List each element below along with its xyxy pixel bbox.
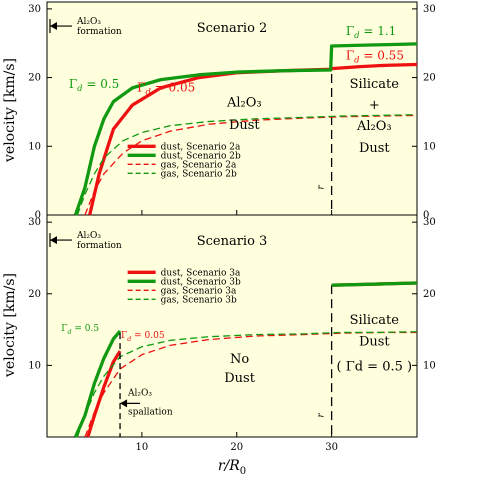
xtick-label-30: 30 [325,442,338,453]
series-top-1 [73,42,418,216]
ytick-label-right-bottom-30: 30 [423,217,436,228]
region-right-4-top: Dust [359,141,390,156]
gamma-a-label-bottom: Γd = 0.05 [121,331,165,343]
spallation-label-2: spallation [128,407,173,417]
ytick-label-right-top-30: 30 [423,4,436,15]
legend-label-top-2: gas, Scenario 2a [161,160,237,170]
region-right-3-top: Al₂O₃ [356,119,392,134]
series-bottom-3 [76,331,418,438]
series-bottom-1-outer [331,281,418,287]
ytick-label-left-top-30: 30 [28,4,41,15]
spallation-label-1: Al₂O₃ [127,388,152,398]
ytick-label-right-bottom-10: 10 [423,360,436,371]
rd-label-top: r [317,185,327,190]
region-left-2-bottom: Dust [224,371,255,386]
gamma-b-label-bottom: Γd = 0.5 [61,324,99,336]
ytick-label-left-bottom-10: 10 [28,360,41,371]
title-scenario-3: Scenario 3 [197,234,268,249]
plot-area-bottom [46,214,418,438]
series-top-3 [76,114,418,216]
legend-label-bottom-1: dust, Scenario 3b [161,277,241,287]
region-left-1-top: Al₂O₃ [226,95,262,110]
region-right-2-bottom: Dust [359,334,390,349]
legend-label-bottom-2: gas, Scenario 3a [161,286,237,296]
ytick-label-left-bottom-20: 20 [28,289,41,300]
region-left-2-top: Dust [229,118,260,133]
legend-label-top-0: dust, Scenario 2a [161,142,241,152]
ytick-label-right-top-20: 20 [423,73,436,84]
ytick-label-left-top-10: 10 [28,141,41,152]
y-axis-label-bottom: velocity [km/s] [2,273,18,378]
rd-label-bottom: r [317,413,327,418]
formation-label-2-top: formation [77,27,122,37]
legend-label-bottom-3: gas, Scenario 3b [161,295,237,305]
spallation-arrowhead [120,399,128,408]
panel-scenario-3: Scenario 3 [46,214,418,438]
ytick-label-left-top-20: 20 [28,73,41,84]
title-scenario-2: Scenario 2 [197,21,268,36]
legend-label-bottom-0: dust, Scenario 3a [161,268,241,278]
x-axis-label: r/R0 [218,458,246,477]
legend-label-top-3: gas, Scenario 2b [161,169,237,179]
formation-arrowhead-top [50,22,57,31]
gamma-a-right-label: Γd = 0.55 [346,49,404,65]
xtick-label-20: 20 [230,442,243,453]
y-axis-label-top: velocity [km/s] [2,58,18,163]
gamma-b-label-top: Γd = 0.5 [69,77,119,93]
gamma-b-right-label: Γd = 1.1 [346,24,396,40]
xtick-label-10: 10 [136,442,149,453]
ytick-label-left-top-0: 0 [35,210,41,221]
region-right-3-bottom: ( Γd = 0.5 ) [337,359,413,374]
series-top-2 [84,114,418,216]
ytick-label-right-top-0: 0 [423,210,429,221]
formation-arrowhead-bottom [50,236,57,245]
region-right-1-bottom: Silicate [350,313,400,328]
region-right-1-top: Silicate [350,77,400,92]
region-left-1-bottom: No [230,352,249,367]
ytick-label-right-top-10: 10 [423,141,436,152]
formation-label-1-top: Al₂O₃ [76,17,101,27]
legend-label-top-1: dust, Scenario 2b [161,151,241,161]
formation-label-1-bottom: Al₂O₃ [76,231,101,241]
region-right-2-top: + [369,98,380,113]
gamma-a-label-top: Γd = 0.05 [137,80,195,96]
ytick-label-right-bottom-20: 20 [423,289,436,300]
series-bottom-0 [86,350,122,438]
ytick-label-left-bottom-30: 30 [28,217,41,228]
formation-label-2-bottom: formation [77,241,122,251]
series-bottom-1 [73,329,122,438]
